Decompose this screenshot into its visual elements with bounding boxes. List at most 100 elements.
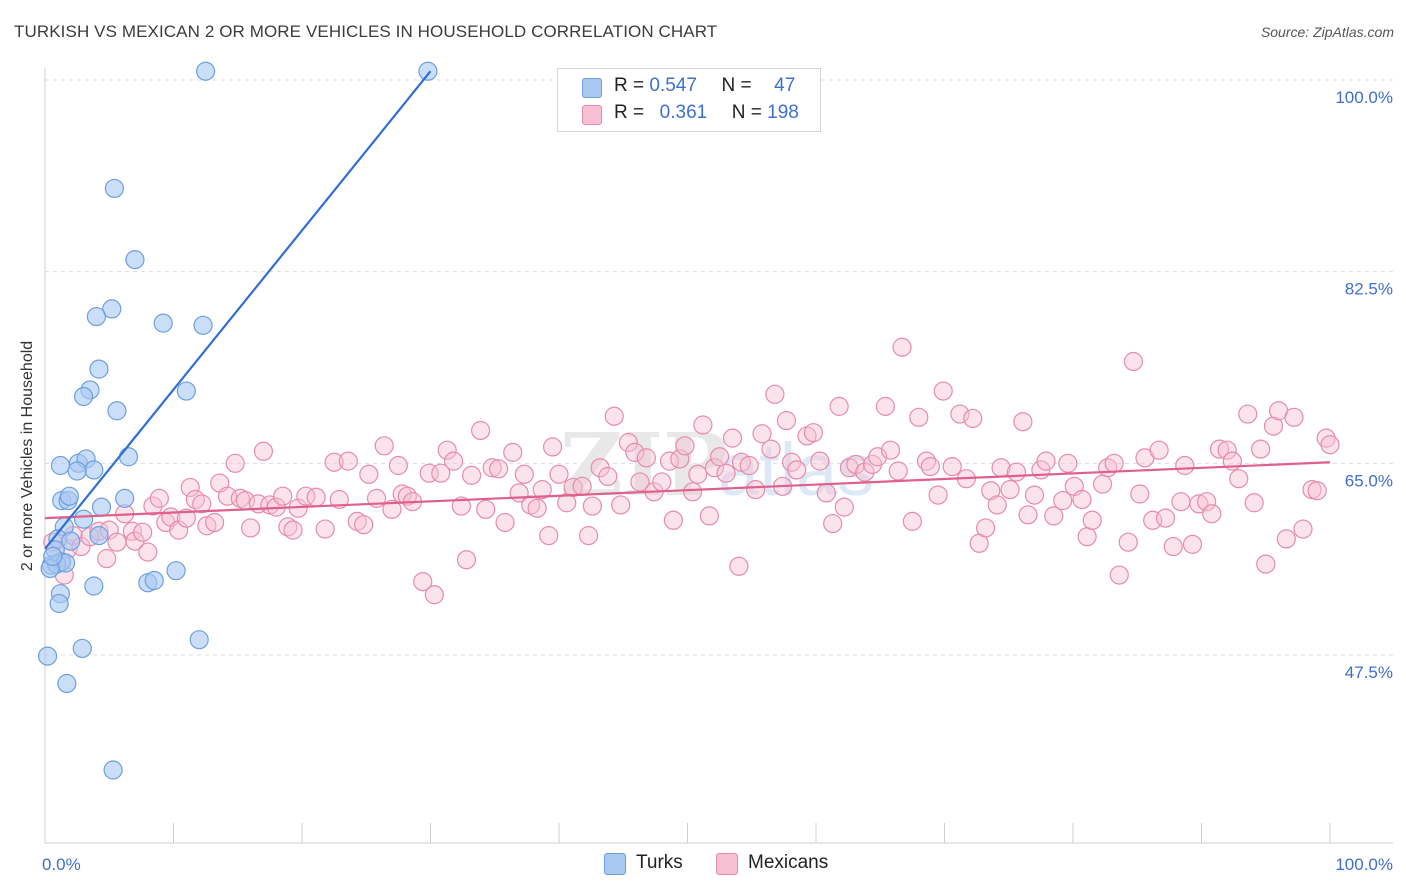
- mexicans-point: [1109, 565, 1129, 585]
- mexicans-point: [462, 465, 482, 485]
- x-tick-label-max: 100.0%: [1335, 855, 1393, 874]
- mexicans-point: [1284, 407, 1304, 427]
- mexicans-point: [431, 463, 451, 483]
- mexicans-point: [1058, 453, 1078, 473]
- turks-point: [49, 593, 69, 614]
- mexicans-point: [693, 415, 713, 435]
- mexicans-point: [471, 420, 491, 441]
- mexicans-point: [1209, 439, 1230, 459]
- mexicans-swatch: [582, 105, 602, 125]
- mexicans-point: [572, 476, 592, 496]
- mexicans-point: [278, 517, 298, 537]
- mexicans-point: [716, 463, 736, 483]
- mexicans-point: [205, 512, 225, 533]
- mexicans-point: [1044, 506, 1064, 526]
- mexicans-point: [625, 442, 645, 462]
- mexicans-point: [539, 526, 559, 546]
- mexicans-point: [176, 508, 196, 528]
- turks-point: [61, 531, 81, 551]
- trend-lines: [44, 70, 1331, 550]
- mexicans-point: [710, 447, 730, 467]
- y-tick-label: 82.5%: [1345, 280, 1393, 299]
- mexicans-point: [855, 462, 875, 482]
- mexicans-point: [892, 337, 912, 357]
- y-tick-label: 47.5%: [1345, 663, 1393, 682]
- mexicans-point: [920, 457, 940, 477]
- mexicans-point: [683, 482, 703, 502]
- mexicans-point: [776, 411, 797, 431]
- series-legend: Turks Mexicans: [0, 852, 1406, 876]
- mexicans-point: [476, 499, 496, 519]
- mexicans-point: [354, 515, 374, 535]
- mexicans-point: [133, 522, 153, 542]
- mexicans-point: [675, 436, 695, 456]
- mexicans-point: [1123, 351, 1143, 372]
- turks-point: [107, 401, 127, 421]
- turks-point: [84, 460, 104, 480]
- mexicans-point: [1018, 505, 1038, 525]
- mexicans-trend-line: [44, 461, 1331, 520]
- mexicans-point: [253, 441, 274, 461]
- mexicans-point: [324, 452, 344, 472]
- mexicans-legend-swatch: [716, 853, 738, 875]
- mexicans-point: [810, 451, 830, 471]
- mexicans-point: [739, 455, 759, 476]
- turks-legend-swatch: [604, 853, 626, 875]
- mexicans-point: [1229, 469, 1249, 489]
- turks-legend-label: Turks: [636, 852, 683, 873]
- mexicans-point: [1000, 480, 1020, 500]
- mexicans-point: [652, 472, 672, 492]
- mexicans-point: [192, 494, 212, 514]
- turks-swatch: [582, 78, 602, 98]
- mexicans-point: [1036, 451, 1056, 471]
- legend-n-label: N =: [721, 75, 752, 96]
- mexicans-point: [803, 423, 824, 443]
- correlation-legend: R = 0.547 N = 47 R = 0.361 N = 198: [557, 68, 821, 132]
- mexicans-point: [722, 428, 743, 448]
- mexicans-point: [729, 556, 749, 576]
- legend-r-label: R =: [614, 102, 645, 123]
- turks-point: [67, 461, 87, 481]
- mexicans-point: [359, 464, 379, 484]
- legend-r-value-mexicans: 0.361: [659, 102, 708, 123]
- turks-point: [86, 306, 107, 327]
- mexicans-point: [138, 542, 158, 562]
- mexicans-point: [933, 381, 953, 401]
- mexicans-point: [283, 520, 303, 540]
- mexicans-point: [1092, 474, 1113, 494]
- mexicans-point: [397, 486, 417, 506]
- mexicans-point: [1276, 529, 1296, 549]
- mexicans-point: [1293, 519, 1313, 539]
- mexicans-point: [604, 406, 624, 426]
- turks-point: [193, 315, 213, 335]
- mexicans-point: [950, 404, 970, 424]
- mexicans-point: [630, 472, 650, 492]
- mexicans-point: [582, 496, 603, 516]
- mexicans-point: [444, 451, 464, 471]
- mexicans-point: [1189, 494, 1209, 514]
- mexicans-point: [437, 440, 457, 460]
- axis-layer: [44, 68, 1393, 844]
- mexicans-point: [374, 436, 394, 456]
- turks-point: [73, 509, 94, 529]
- mexicans-point: [816, 483, 836, 503]
- mexicans-point: [503, 442, 523, 462]
- mexicans-point: [413, 572, 433, 592]
- mexicans-point: [823, 513, 843, 534]
- turks-point: [43, 546, 63, 567]
- mexicans-point: [456, 550, 477, 570]
- mexicans-point: [329, 489, 349, 510]
- mexicans-point: [451, 496, 471, 516]
- mexicans-point: [1006, 462, 1027, 482]
- turks-trend-line: [44, 70, 432, 550]
- mexicans-point: [987, 495, 1007, 515]
- mexicans-point: [1251, 439, 1271, 459]
- mexicans-point: [875, 396, 895, 416]
- mexicans-point: [1130, 484, 1150, 504]
- turks-point: [73, 386, 94, 407]
- legend-r-value-turks: 0.547: [649, 75, 697, 96]
- mexicans-point: [1077, 527, 1097, 547]
- turks-point: [37, 646, 58, 666]
- mexicans-point: [1149, 440, 1169, 460]
- mexicans-point: [382, 499, 402, 519]
